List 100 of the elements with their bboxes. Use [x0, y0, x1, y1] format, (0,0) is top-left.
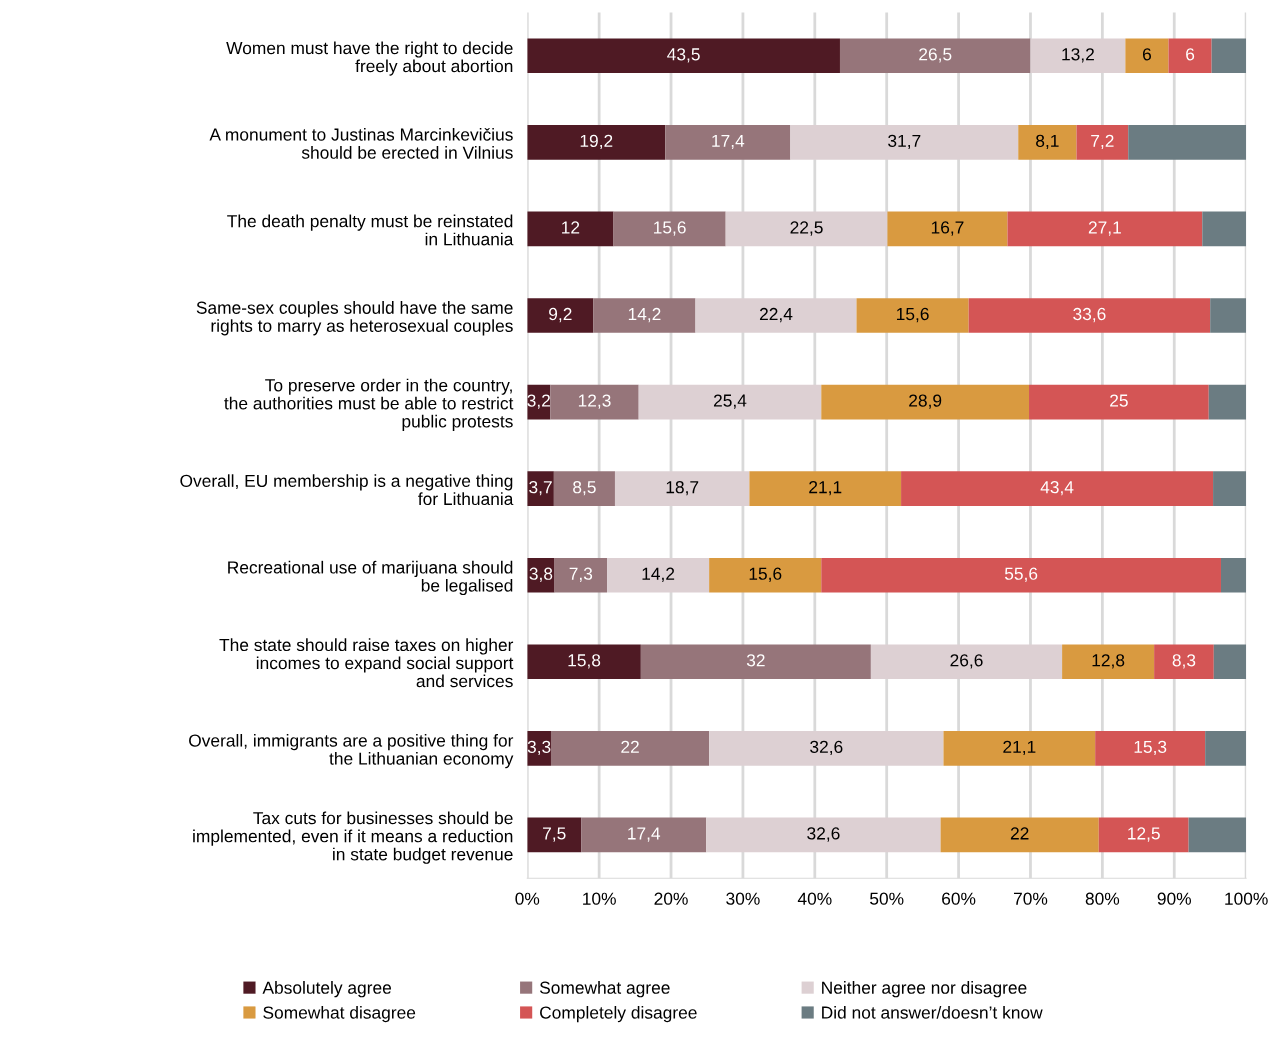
- x-tick-label: 30%: [726, 892, 760, 905]
- data-label: 6: [1186, 48, 1195, 61]
- bar: [527, 125, 666, 160]
- data-label: 25,4: [713, 394, 747, 409]
- data-label: 3,7: [529, 481, 552, 496]
- bar: [593, 298, 696, 333]
- bar: [554, 557, 608, 593]
- bar: [940, 817, 1099, 853]
- x-tick-label: 70%: [1013, 892, 1048, 905]
- data-label: 43,4: [1040, 481, 1074, 496]
- y-tick-label: Women must have the right to decide freely about abortion: [226, 41, 513, 76]
- x-tick-label: 60%: [942, 892, 976, 905]
- bar: [665, 125, 791, 160]
- y-tick-label: The death penalty must be reinstated in Lithuania: [227, 214, 514, 246]
- bar: [887, 211, 1008, 247]
- y-tick-label: The state should raise taxes on higher incomes to expand social support and services: [219, 638, 514, 688]
- data-label: 8,1: [1036, 134, 1059, 150]
- bar: [527, 557, 555, 593]
- bar: [839, 38, 1031, 74]
- bar: [943, 731, 1096, 766]
- data-label: 3,3: [527, 740, 551, 756]
- bar: [901, 471, 1214, 506]
- bar: [821, 384, 1030, 420]
- legend-label: Did not answer/doesn’t know: [822, 1005, 1043, 1019]
- bar: [1208, 384, 1247, 420]
- data-label: 8,3: [1172, 654, 1196, 669]
- y-tick-label: Overall, immigrants are a positive thing for the Lithuanian economy: [189, 733, 514, 769]
- data-label: 17,4: [628, 827, 661, 842]
- bar: [553, 471, 615, 506]
- data-label: 21,1: [809, 481, 842, 496]
- bar: [581, 817, 707, 853]
- bar: [821, 557, 1221, 593]
- data-label: 3,8: [529, 567, 553, 582]
- y-tick-label: Same-sex couples should have the same rights to marry as heterosexual couples: [196, 301, 513, 336]
- y-tick-label: Overall, EU membership is a negative thing for Lithuania: [180, 474, 514, 506]
- bar: [968, 298, 1211, 333]
- legend-label: Completely disagree: [540, 1005, 697, 1023]
- bar: [856, 298, 969, 333]
- bar: [1154, 644, 1214, 680]
- bar: [613, 211, 726, 247]
- bar: [1211, 38, 1247, 74]
- bar: [1029, 384, 1209, 420]
- data-label: 21,1: [1003, 740, 1036, 756]
- bar: [1210, 298, 1247, 333]
- legend-label: Somewhat agree: [539, 981, 670, 998]
- bar: [527, 211, 614, 247]
- bar: [550, 384, 639, 420]
- data-label: 26,5: [919, 48, 952, 63]
- bar: [1062, 644, 1155, 680]
- bar: [527, 38, 840, 74]
- x-tick-label: 100%: [1225, 892, 1268, 905]
- legend-label: Somewhat disagree: [263, 1005, 416, 1023]
- data-label: 31,7: [888, 134, 921, 150]
- bar: [1128, 125, 1247, 160]
- x-tick-label: 10%: [583, 892, 616, 905]
- data-label: 28,9: [909, 394, 942, 409]
- data-label: 12,8: [1092, 654, 1125, 669]
- data-label: 32,6: [810, 740, 843, 756]
- x-tick-label: 0%: [515, 892, 540, 905]
- data-label: 22: [1010, 827, 1029, 840]
- legend-label: Absolutely agree: [262, 981, 392, 998]
- bar: [1213, 471, 1247, 506]
- data-label: 15,3: [1134, 740, 1167, 756]
- data-label: 15,6: [654, 221, 686, 236]
- data-label: 13,2: [1062, 48, 1094, 63]
- data-label: 26,6: [950, 654, 983, 669]
- bar: [1007, 211, 1203, 247]
- data-label: 8,5: [573, 481, 596, 496]
- legend-label: Neither agree nor disagree: [822, 981, 1027, 998]
- bar: [1076, 125, 1129, 160]
- bar: [527, 298, 594, 333]
- bar: [1188, 817, 1247, 853]
- y-tick-label: Recreational use of marijuana should be legalised: [228, 560, 513, 596]
- x-tick-label: 20%: [654, 892, 688, 905]
- x-tick-label: 40%: [797, 892, 832, 905]
- data-label: 22,4: [759, 307, 793, 323]
- bar: [1125, 38, 1169, 74]
- bar: [527, 644, 641, 680]
- bar: [749, 471, 902, 506]
- bar: [1202, 211, 1247, 247]
- data-label: 14,2: [642, 567, 675, 582]
- data-label: 19,2: [580, 134, 613, 150]
- y-tick-label: Tax cuts for businesses should be implemented, even if it means a reduction in state budget revenue: [193, 811, 513, 864]
- data-label: 9,2: [549, 307, 572, 323]
- data-label: 32: [746, 654, 765, 667]
- bar: [1168, 38, 1212, 74]
- data-label: 32,6: [807, 827, 840, 842]
- data-label: 33,6: [1073, 307, 1106, 323]
- data-label: 16,7: [931, 221, 964, 236]
- x-tick-label: 80%: [1085, 892, 1120, 905]
- data-label: 15,6: [749, 567, 782, 582]
- data-label: 22: [621, 740, 639, 753]
- data-label: 25: [1110, 394, 1128, 407]
- bar: [527, 817, 582, 853]
- data-label: 15,6: [897, 307, 929, 323]
- data-label: 15,8: [568, 654, 601, 669]
- bar: [1018, 125, 1077, 160]
- data-label: 3,2: [527, 394, 550, 409]
- data-label: 55,6: [1004, 567, 1038, 582]
- x-tick-label: 50%: [870, 892, 904, 905]
